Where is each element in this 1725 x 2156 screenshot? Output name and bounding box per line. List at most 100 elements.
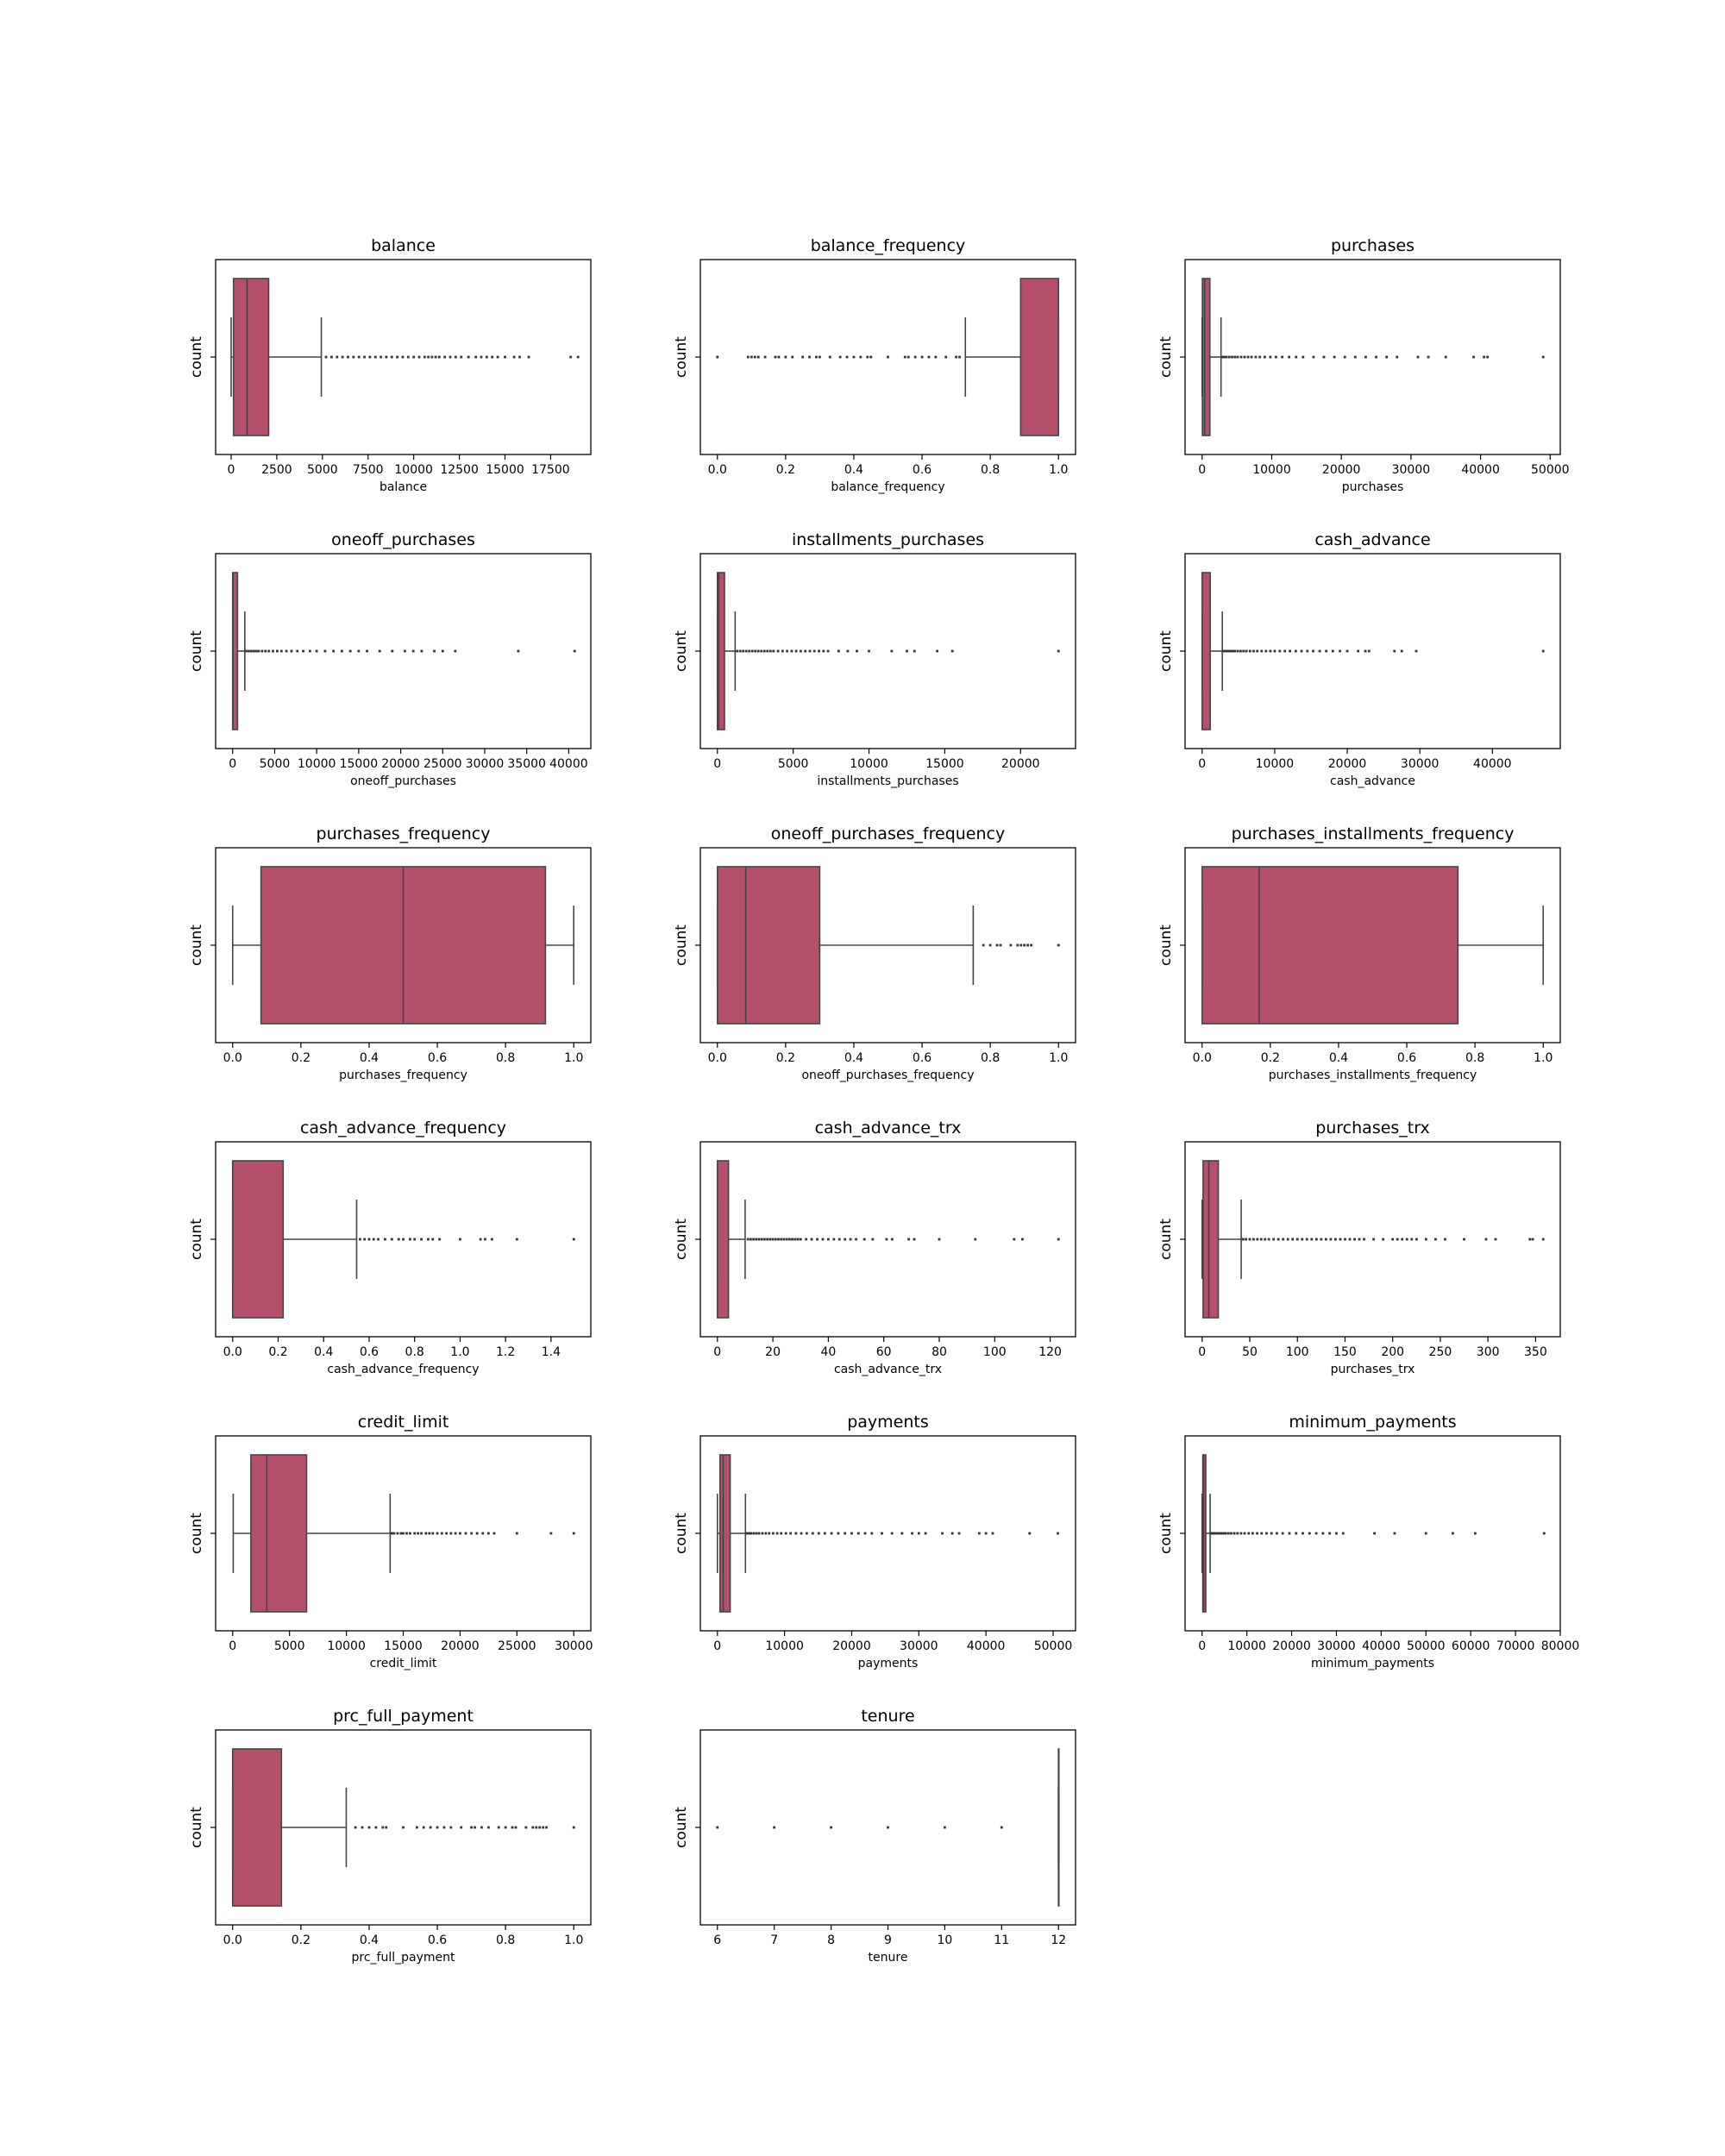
outlier-point [756,649,760,653]
outlier-point [764,1532,768,1535]
outlier-point [768,1238,772,1241]
x-tick-label: 0.6 [428,1051,447,1065]
x-axis-label: balance_frequency [831,480,944,494]
outlier-point [837,1532,840,1535]
outlier-point [486,1532,490,1535]
outlier-point [787,1238,791,1241]
subplot-oneoff_purchases_frequency: oneoff_purchases_frequency 0.0 0.2 0.4 0.6 0.… [673,824,1076,1082]
outlier-point [1295,1532,1298,1535]
outlier-point [1396,355,1399,359]
outlier-point [1278,649,1282,653]
outlier-point [470,1826,473,1829]
outlier-point [1318,649,1321,653]
outlier-point [794,649,798,653]
outlier-point [363,1238,367,1241]
outlier-point [1252,649,1255,653]
x-tick-label: 30000 [1392,463,1431,477]
y-axis-label: count [673,630,690,672]
outlier-point [869,355,873,359]
outlier-point [1267,1238,1270,1241]
outlier-point [1472,355,1475,359]
outlier-point [984,1532,988,1535]
outlier-point [373,355,377,359]
outlier-point [1363,1238,1365,1241]
outlier-point [907,1238,911,1241]
outlier-point [361,1826,364,1829]
outlier-point [459,1238,461,1241]
x-tick-label: 0 [1198,1345,1206,1359]
subplot-title: balance_frequency [811,236,966,255]
x-tick-label: 1.0 [1049,1051,1068,1065]
outlier-point [1231,355,1233,359]
outlier-point [1023,943,1026,947]
x-tick-label: 50 [1242,1345,1258,1359]
x-axis-label: credit_limit [370,1657,437,1670]
outlier-point [856,649,858,653]
outlier-point [1334,1238,1337,1241]
x-tick-label: 300 [1477,1345,1500,1359]
outlier-point [774,1238,777,1241]
outlier-point [427,1238,430,1241]
outlier-point [296,649,299,653]
outlier-point [1372,1238,1376,1241]
x-tick-label: 0.4 [360,1934,379,1947]
outlier-point [823,1532,826,1535]
x-tick-label: 25000 [498,1639,536,1653]
outlier-point [437,355,441,359]
outlier-point [381,1826,385,1829]
subplot-cash_advance_trx: cash_advance_trx 0 20 40 60 80 100 120 cash_adva… [673,1119,1076,1376]
outlier-point [1209,1532,1213,1535]
outlier-point [1494,1238,1497,1241]
outlier-point [1542,1532,1546,1535]
outlier-point [1239,649,1242,653]
outlier-point [832,1238,836,1241]
outlier-point [405,1532,408,1535]
outlier-point [1382,1238,1385,1241]
outlier-point [409,1238,411,1241]
outlier-point [844,1238,847,1241]
outlier-point [302,649,304,653]
x-tick-label: 11 [994,1934,1009,1947]
outlier-point [572,1532,575,1535]
y-axis-label: count [673,1807,690,1848]
outlier-point [1009,943,1013,947]
outlier-point [264,649,267,653]
outlier-point [1233,1532,1236,1535]
outlier-point [859,355,862,359]
outlier-point [1276,1532,1278,1535]
outlier-point [1258,355,1262,359]
x-tick-label: 1.0 [564,1051,583,1065]
outlier-point [1410,1238,1414,1241]
outlier-point [1229,649,1232,653]
x-tick-label: 0.8 [981,463,1000,477]
outlier-point [324,355,328,359]
outlier-point [1328,1532,1332,1535]
outlier-point [368,355,372,359]
x-tick-label: 0.2 [292,1934,310,1947]
outlier-point [384,1238,386,1241]
outlier-point [1393,649,1396,653]
outlier-point [1414,1238,1418,1241]
outlier-point [433,649,436,653]
subplot-installments_purchases: installments_purchases 0 5000 10000 15000 200… [673,530,1076,788]
outlier-point [436,1826,439,1829]
x-tick-label: 6 [713,1934,721,1947]
outlier-point [1344,1238,1346,1241]
subplot-title: cash_advance_trx [815,1119,962,1138]
outlier-point [417,355,421,359]
x-tick-label: 50000 [1034,1639,1073,1653]
outlier-point [431,1532,435,1535]
outlier-point [1364,649,1367,653]
outlier-point [1484,1238,1488,1241]
x-tick-label: 30000 [1401,757,1440,771]
outlier-point [490,1238,493,1241]
outlier-point [957,1532,961,1535]
outlier-point [716,355,719,359]
outlier-point [470,1532,473,1535]
iqr-box [1201,866,1459,1025]
x-axis-label: cash_advance [1330,774,1415,788]
x-tick-label: 10000 [850,757,888,771]
outlier-point [441,649,444,653]
x-axis-label: payments [858,1657,919,1670]
outlier-point [808,355,811,359]
